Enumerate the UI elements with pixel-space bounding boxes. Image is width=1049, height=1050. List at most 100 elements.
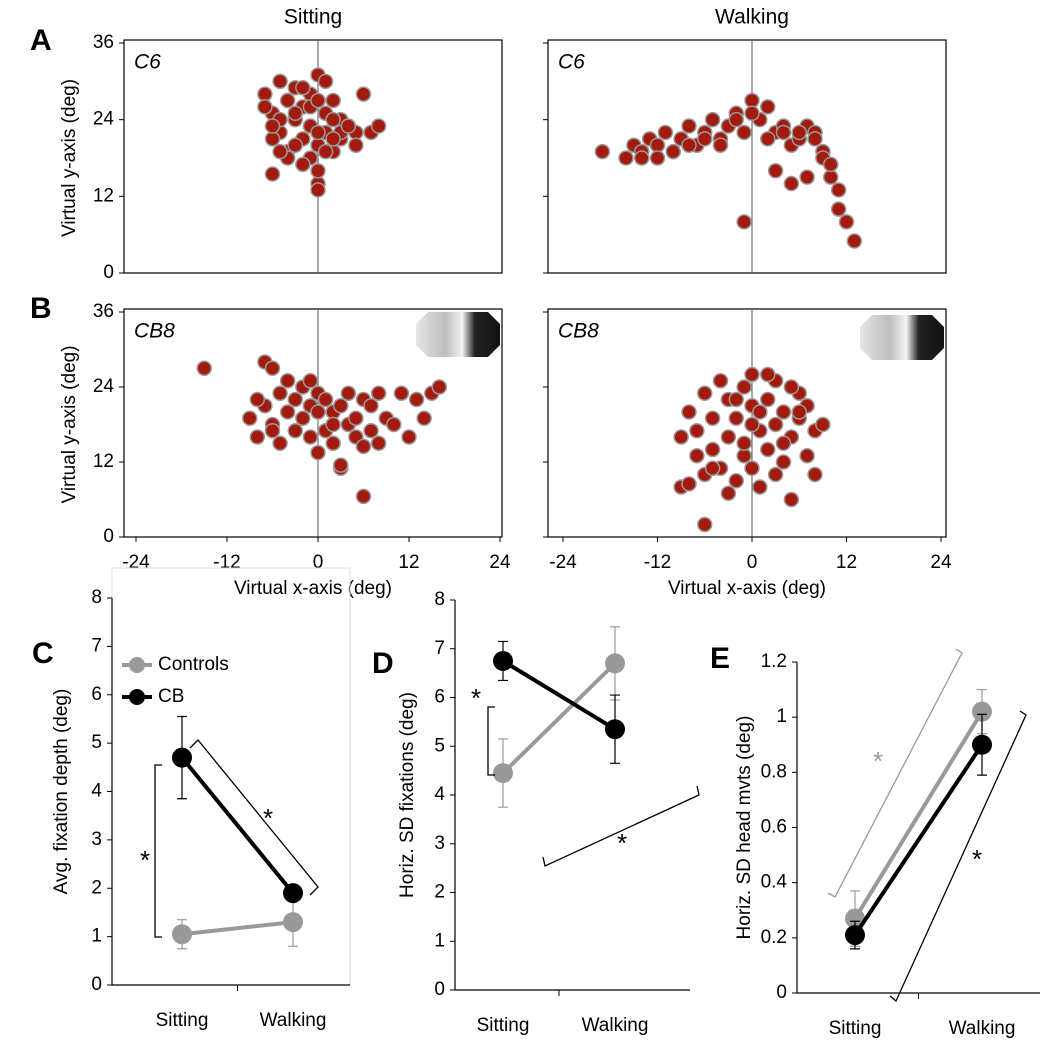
- scatter-point: [799, 169, 815, 185]
- y-axis-label: Avg. fixation depth (deg): [51, 689, 72, 895]
- x-tick-label: Sitting: [829, 1018, 882, 1039]
- scatter-point: [264, 118, 281, 134]
- scatter-point: [355, 438, 372, 455]
- scatter-point: [830, 201, 847, 217]
- scatter-point: [783, 379, 800, 395]
- scatter-point: [649, 137, 666, 153]
- scatter-point: [370, 435, 387, 451]
- scatter-point: [279, 92, 296, 109]
- scatter-point: [815, 416, 831, 433]
- y-tick-label: 0: [434, 979, 445, 1000]
- scatter-point: [257, 99, 273, 115]
- plot-frame: [547, 308, 947, 538]
- scatter-point: [760, 441, 776, 458]
- scatter-point: [386, 416, 402, 433]
- scatter-point: [310, 182, 326, 198]
- series-line: [853, 743, 984, 937]
- x-tick-label: 0: [313, 552, 324, 573]
- scatter-point: [744, 92, 760, 109]
- y-tick-label: 36: [93, 301, 114, 322]
- scatter-point: [807, 466, 823, 483]
- scatter-point: [594, 143, 611, 160]
- scatter-point: [302, 429, 319, 445]
- scatter-point: [325, 111, 341, 128]
- scatter-point: [363, 423, 379, 439]
- scatter-point: [744, 416, 760, 433]
- scatter-point: [767, 416, 784, 433]
- y-tick-label: 2: [434, 882, 445, 903]
- scatter-point: [720, 429, 737, 445]
- significance-star: *: [471, 683, 481, 713]
- x-tick-label: Sitting: [477, 1015, 530, 1036]
- y-tick-label: 0.2: [761, 927, 787, 948]
- scatter-point: [272, 435, 288, 451]
- y-tick-label: 1: [434, 930, 445, 951]
- point: [283, 883, 303, 904]
- point: [972, 701, 992, 722]
- scatter-point: [348, 410, 364, 426]
- scatter-point: [393, 385, 410, 401]
- scatter-point: [279, 373, 296, 389]
- y-tick-label: 5: [434, 735, 445, 756]
- scatter-point: [823, 169, 839, 185]
- scatter-point: [799, 448, 815, 464]
- y-tick-label: 0.8: [761, 761, 787, 782]
- scatter-point: [370, 385, 387, 401]
- scatter-point: [775, 454, 792, 470]
- scatter-point: [736, 124, 752, 141]
- x-tick-label: -12: [644, 552, 671, 573]
- scatter-point: [249, 429, 266, 445]
- scatter-point: [681, 118, 697, 134]
- y-tick-label: 12: [93, 185, 114, 206]
- x-tick-label: Walking: [949, 1018, 1016, 1039]
- scatter-point: [279, 404, 296, 420]
- panel-letter: E: [710, 642, 730, 675]
- scatter-point: [408, 391, 425, 408]
- x-tick-label: 0: [747, 552, 758, 573]
- scatter-point: [689, 423, 705, 439]
- scatter-point: [634, 150, 650, 166]
- plot-frame: [123, 308, 503, 538]
- scatter-point: [823, 156, 839, 173]
- scatter-point: [264, 131, 281, 147]
- scatter-point: [264, 360, 281, 376]
- scatter-point: [295, 156, 311, 173]
- y-tick-label: 6: [434, 687, 445, 708]
- point: [172, 924, 192, 945]
- scatter-point: [689, 448, 705, 464]
- scatter-point: [697, 385, 713, 401]
- scatter-point: [272, 385, 288, 401]
- y-axis-label: Horiz. SD head mvts (deg): [734, 716, 755, 940]
- significance-bracket: [487, 706, 495, 776]
- scatter-point: [618, 150, 634, 166]
- scatter-point: [310, 444, 326, 461]
- series-line: [180, 756, 295, 895]
- plot-frame: [547, 39, 947, 274]
- point: [605, 653, 625, 674]
- x-tick-label: Sitting: [156, 1010, 209, 1031]
- y-tick-label: 24: [93, 376, 115, 397]
- scatter-point: [767, 163, 784, 179]
- scatter-point: [783, 491, 800, 508]
- x-tick-label: 12: [836, 552, 857, 573]
- y-tick-label: 0: [776, 982, 787, 1003]
- scatter-point: [310, 92, 326, 109]
- significance-star: *: [140, 845, 150, 875]
- scatter-point: [325, 131, 341, 147]
- scatter-point: [196, 360, 212, 376]
- series-line: [501, 659, 617, 731]
- significance-star: *: [263, 803, 273, 833]
- scatter-point: [720, 485, 737, 501]
- panel-letter: B: [30, 292, 52, 325]
- y-axis-label: Virtual y-axis (deg): [59, 345, 80, 503]
- scatter-point: [295, 79, 311, 96]
- scatter-point: [728, 111, 744, 128]
- visual-field-inset: [416, 312, 500, 357]
- legend-marker: [129, 689, 145, 705]
- y-tick-label: 5: [91, 732, 102, 753]
- significance-bracket: [889, 710, 1027, 1003]
- scatter-point: [673, 429, 689, 445]
- scatter-point: [752, 404, 768, 420]
- legend-marker: [129, 657, 145, 673]
- scatter-point: [348, 137, 364, 153]
